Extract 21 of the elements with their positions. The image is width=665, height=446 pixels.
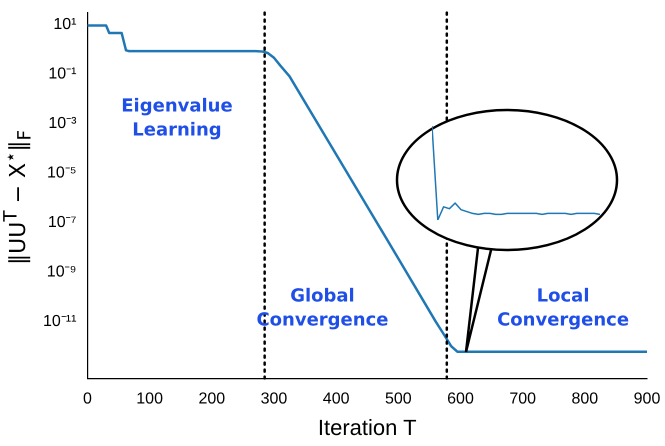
x-tick-label: 900 xyxy=(634,390,660,408)
y-tick-label: 10⁻⁵ xyxy=(47,164,76,182)
x-tick-label: 300 xyxy=(260,390,288,408)
y-tick-label: 10⁻³ xyxy=(48,114,78,132)
annotation: Global Convergence xyxy=(256,286,388,331)
x-tick-label: 400 xyxy=(322,390,350,408)
y-tick-label: 10⁻¹ xyxy=(48,65,76,82)
x-axis-title: Iteration T xyxy=(318,414,417,440)
x-tick-label: 600 xyxy=(447,390,474,408)
x-tick-label: 800 xyxy=(571,390,598,408)
y-tick-label: 10⁻⁹ xyxy=(46,263,76,280)
y-tick-label: 10⁻⁷ xyxy=(48,214,77,231)
y-tick-label: 10¹ xyxy=(53,16,76,33)
x-tick-label: 700 xyxy=(509,390,536,408)
x-tick-label: 500 xyxy=(384,390,412,408)
x-tick-label: 200 xyxy=(198,390,226,408)
annotation: Local Convergence xyxy=(497,286,630,331)
x-tick-label: 100 xyxy=(136,390,164,408)
y-tick-label: 10⁻¹¹ xyxy=(43,312,76,330)
annotation: Eigenvalue Learning xyxy=(121,95,233,140)
x-tick-label: 0 xyxy=(83,390,92,408)
